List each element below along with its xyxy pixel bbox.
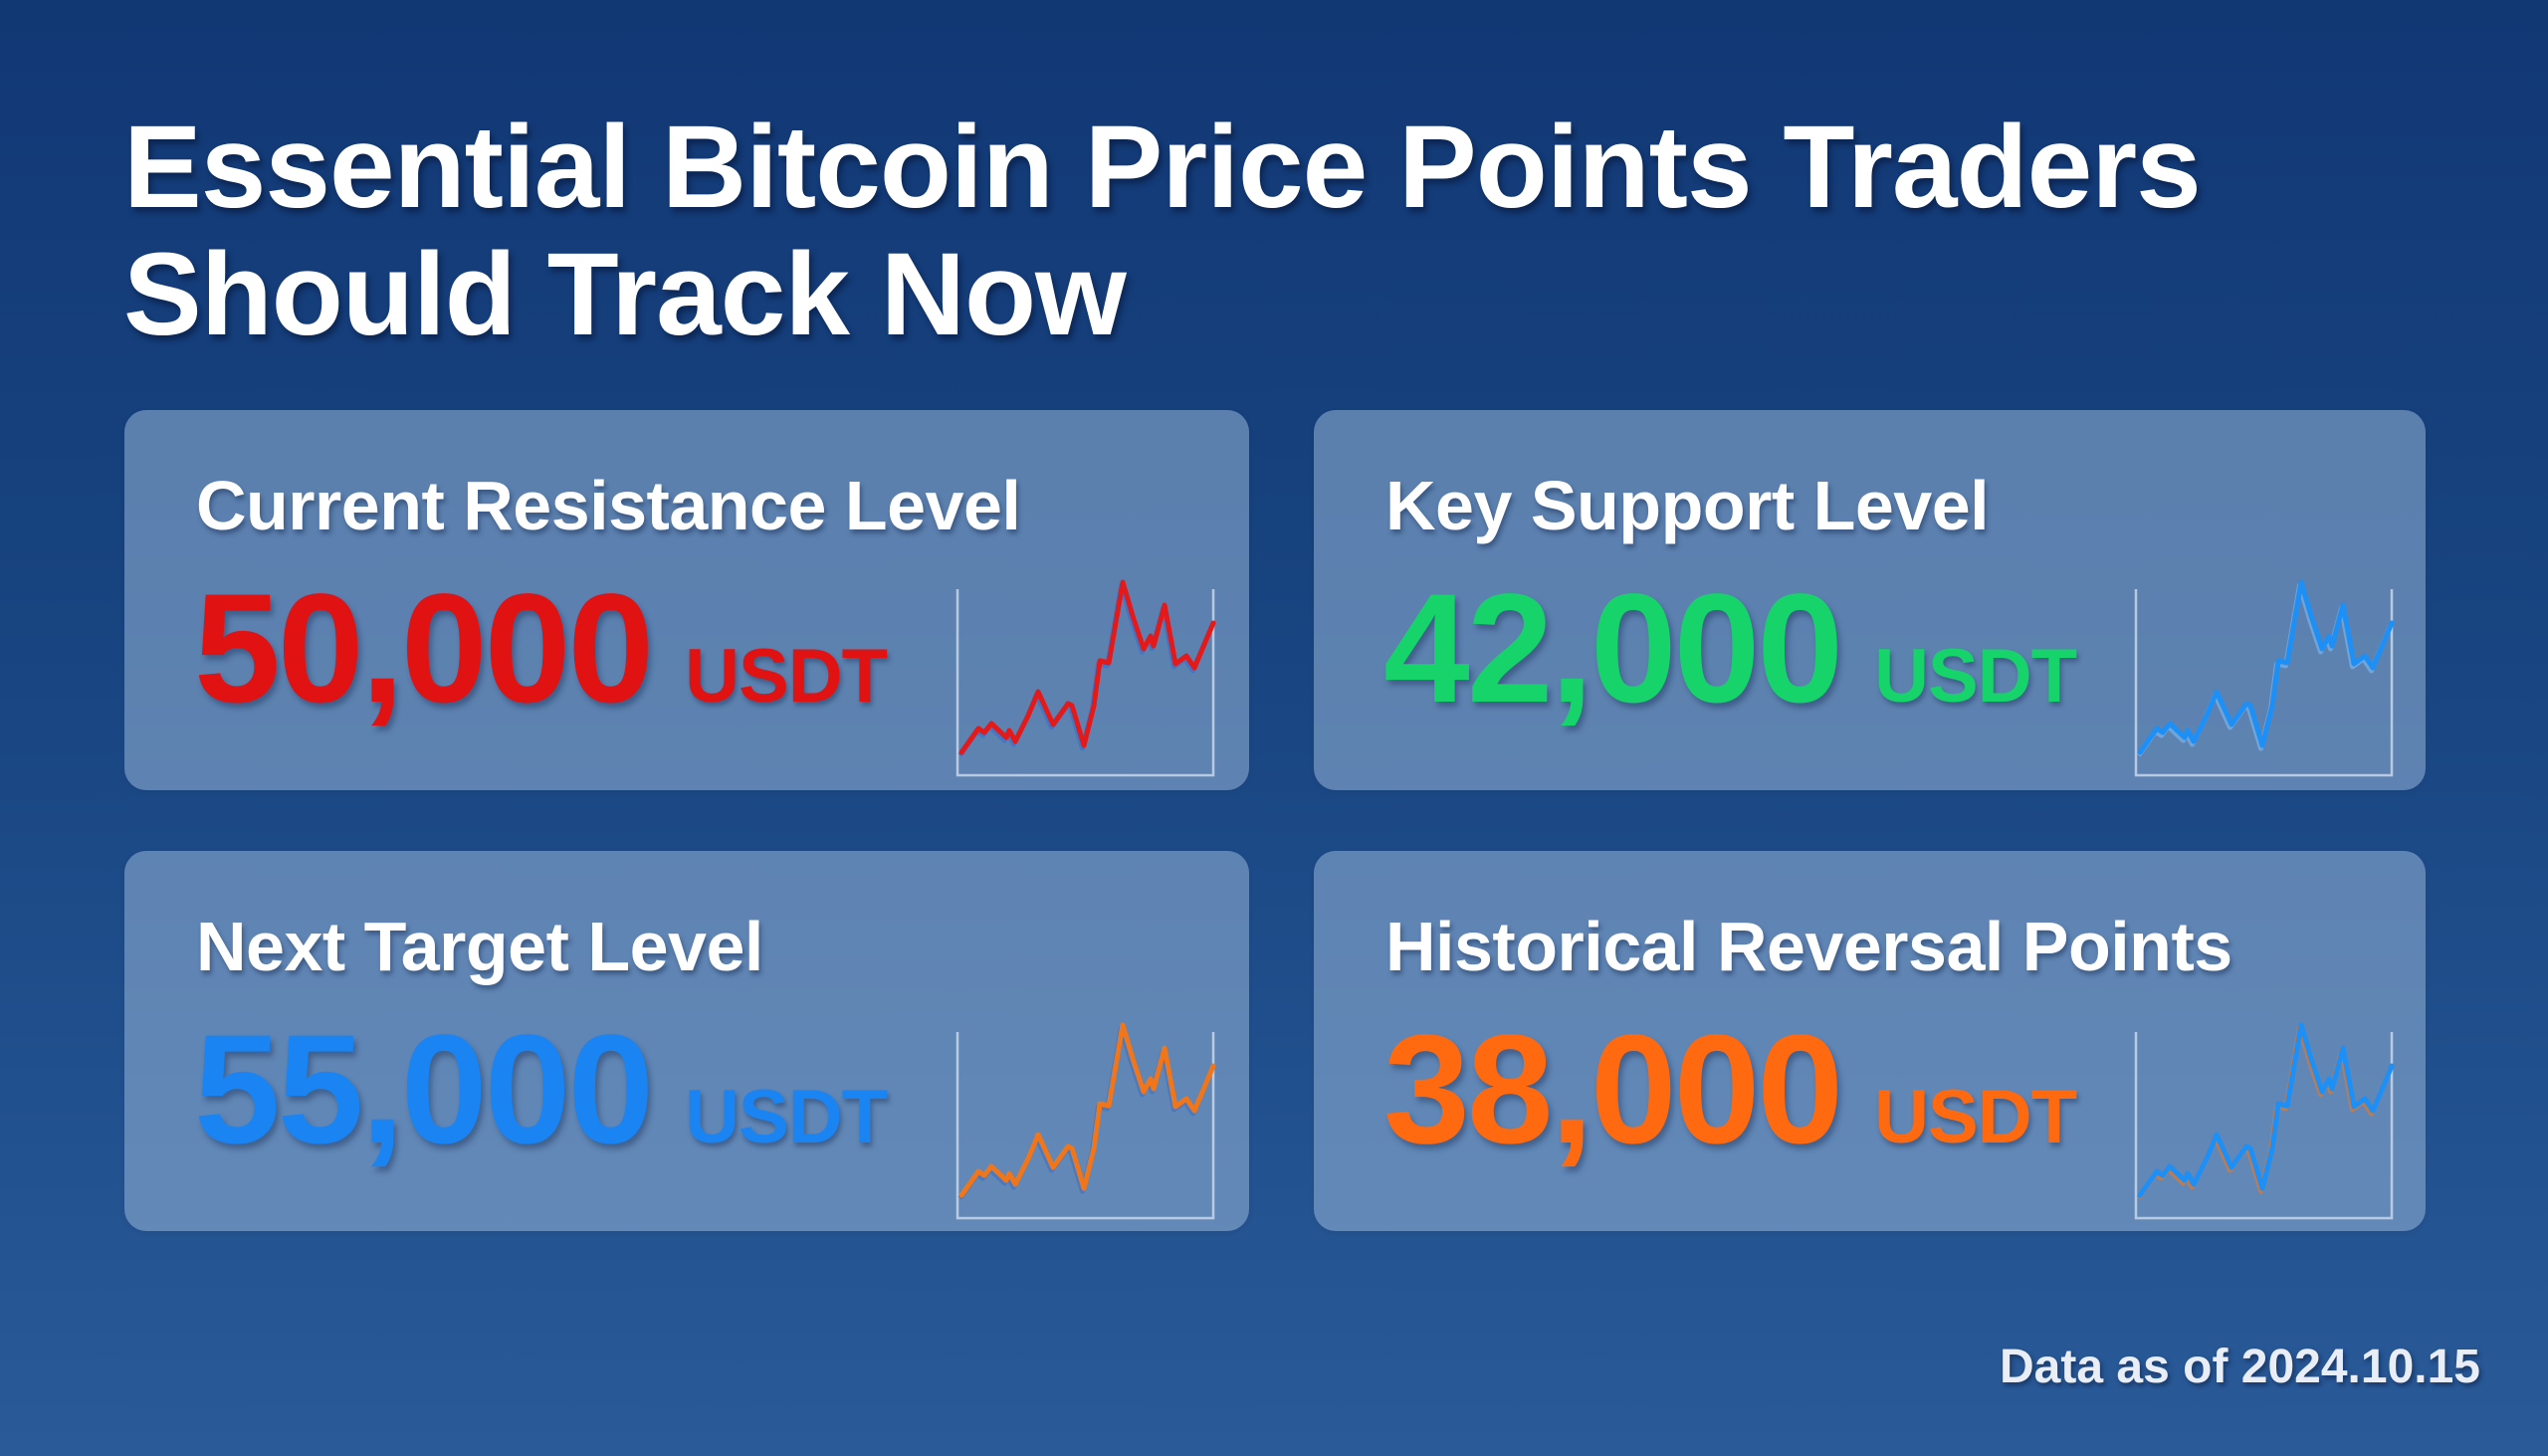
sparkline-line xyxy=(958,579,1216,755)
sparkline-line xyxy=(2137,1022,2395,1198)
sparkline-chart xyxy=(956,579,1216,777)
card-label: Next Target Level xyxy=(196,908,763,985)
price-value: 55,000 xyxy=(194,1003,654,1176)
card-label: Historical Reversal Points xyxy=(1385,908,2232,985)
data-date-label: Data as of 2024.10.15 xyxy=(2000,1341,2480,1393)
chart-axis-frame xyxy=(2134,1032,2394,1220)
sparkline-line xyxy=(2137,579,2395,755)
card-key-support: Key Support Level 42,000 USDT xyxy=(1314,410,2426,790)
price-value: 42,000 xyxy=(1383,562,1843,735)
chart-axis-frame xyxy=(956,1032,1215,1220)
chart-axis-frame xyxy=(2134,589,2394,777)
price-unit: USDT xyxy=(1874,1075,2077,1159)
card-label: Current Resistance Level xyxy=(196,467,1021,544)
price-unit: USDT xyxy=(685,634,888,719)
card-value-row: 42,000 USDT xyxy=(1383,559,2077,738)
sparkline-chart xyxy=(2134,579,2395,777)
page-title: Essential Bitcoin Price Points Traders S… xyxy=(123,104,2413,358)
price-unit: USDT xyxy=(685,1075,888,1159)
price-value: 38,000 xyxy=(1383,1003,1843,1176)
card-historical-reversal: Historical Reversal Points 38,000 USDT xyxy=(1314,851,2426,1231)
sparkline-chart xyxy=(2134,1022,2395,1220)
sparkline-line xyxy=(958,1022,1216,1198)
card-next-target: Next Target Level 55,000 USDT xyxy=(124,851,1249,1231)
card-label: Key Support Level xyxy=(1385,467,1990,544)
card-value-row: 38,000 USDT xyxy=(1383,1000,2077,1179)
chart-axis-frame xyxy=(956,589,1215,777)
page-title-line-2: Should Track Now xyxy=(123,229,1127,360)
card-value-row: 50,000 USDT xyxy=(194,559,888,738)
page-title-line-1: Essential Bitcoin Price Points Traders xyxy=(123,102,2202,233)
price-value: 50,000 xyxy=(194,562,654,735)
card-value-row: 55,000 USDT xyxy=(194,1000,888,1179)
price-unit: USDT xyxy=(1874,634,2077,719)
sparkline-chart xyxy=(956,1022,1216,1220)
card-current-resistance: Current Resistance Level 50,000 USDT xyxy=(124,410,1249,790)
